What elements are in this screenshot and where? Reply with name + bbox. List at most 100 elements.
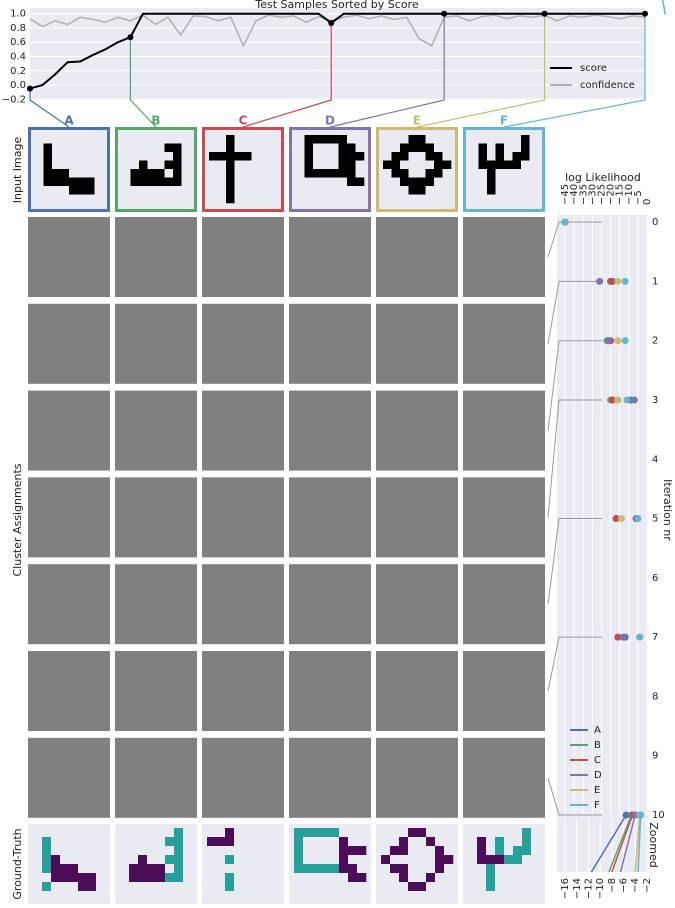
input-pixel [417, 152, 426, 161]
input-pixel [217, 160, 227, 170]
truth-pixel [33, 891, 43, 901]
input-pixel [487, 194, 496, 204]
input-pixel [43, 135, 53, 144]
truth-pixel [33, 873, 43, 883]
input-pixel [226, 169, 235, 178]
cluster-panel [115, 737, 197, 818]
zoom-tick-label: −16 [560, 878, 571, 899]
truth-pixel [381, 882, 391, 892]
truth-pixel [531, 846, 541, 856]
input-pixel [296, 135, 305, 144]
truth-pixel [417, 864, 427, 874]
input-pixel [122, 135, 131, 144]
truth-pixel [156, 864, 166, 874]
input-pixel [391, 194, 401, 204]
input-pixel [60, 143, 70, 153]
truth-pixel [357, 837, 367, 847]
input-pixel [122, 194, 131, 204]
truth-pixel [33, 864, 43, 874]
input-pixel [504, 194, 513, 204]
cluster-panel [376, 651, 458, 731]
point [622, 811, 630, 819]
input-pixel [338, 160, 348, 170]
input-pixel [521, 177, 530, 187]
input-pixel [521, 152, 530, 161]
truth-pixel [513, 846, 523, 856]
legend-label: C [594, 755, 601, 766]
highlight-marker [541, 10, 548, 17]
truth-pixel [399, 882, 409, 892]
truth-pixel [303, 873, 313, 883]
input-pixel [408, 177, 418, 187]
truth-pixel [435, 846, 445, 856]
input-pixel [130, 160, 140, 170]
truth-pixel [294, 837, 304, 847]
truth-pixel [96, 846, 106, 856]
truth-pixel [87, 864, 97, 874]
input-pixel [251, 135, 261, 144]
input-pixel [487, 160, 496, 170]
input-pixel [156, 194, 165, 204]
truth-pixel [165, 828, 175, 838]
truth-pixel [261, 828, 271, 838]
truth-pixel [321, 846, 331, 856]
input-pixel [383, 160, 392, 170]
truth-pixel [174, 882, 184, 892]
truth-pixel [225, 882, 235, 892]
input-pixel [130, 186, 140, 195]
input-pixel [355, 194, 365, 204]
input-pixel [130, 135, 140, 144]
truth-pixel [69, 864, 79, 874]
input-pixel [69, 135, 78, 144]
truth-pixel [444, 855, 454, 865]
input-pixel [425, 152, 435, 161]
truth-pixel [174, 855, 184, 865]
input-pixel [296, 194, 305, 204]
truth-pixel [495, 855, 505, 865]
cluster-panel [115, 217, 197, 297]
truth-pixel [207, 837, 217, 847]
input-pixel [43, 152, 53, 161]
input-pixel [478, 169, 488, 178]
truth-pixel [435, 891, 445, 901]
input-pixel [181, 160, 191, 170]
input-pixel [347, 177, 356, 187]
input-pixel [226, 152, 235, 161]
input-pixel [94, 186, 104, 195]
input-pixel [164, 152, 174, 161]
input-pixel [181, 143, 191, 153]
input-pixel [304, 143, 314, 153]
input-pixel [226, 135, 235, 144]
input-pixel [408, 169, 418, 178]
truth-pixel [426, 882, 436, 892]
y-tick-label: 6 [652, 573, 658, 584]
cluster-panel [289, 651, 371, 731]
truth-pixel [468, 855, 478, 865]
truth-pixel [303, 828, 313, 838]
input-pixel [52, 186, 61, 195]
input-pixel [77, 143, 87, 153]
input-pixel [251, 194, 261, 204]
input-pixel [181, 177, 191, 187]
truth-pixel [312, 882, 322, 892]
truth-pixel [321, 855, 331, 865]
chart-title: Test Samples Sorted by Score [254, 0, 418, 11]
cluster-panel [463, 390, 545, 471]
point [619, 633, 627, 641]
truth-pixel [522, 882, 532, 892]
y-tick-label: −0.2 [2, 94, 26, 105]
input-pixel [234, 160, 244, 170]
highlight-marker [441, 10, 448, 17]
highlight-marker [328, 19, 335, 26]
truth-pixel [243, 837, 253, 847]
input-pixel [383, 152, 392, 161]
y-tick-label: 0.8 [10, 23, 26, 34]
input-pixel [268, 152, 278, 161]
zoom-tick-label: −14 [572, 878, 583, 899]
input-pixel [313, 143, 322, 153]
input-pixel [147, 194, 157, 204]
truth-pixel [60, 846, 70, 856]
truth-pixel [294, 882, 304, 892]
truth-pixel [531, 891, 541, 901]
input-pixel [383, 186, 392, 195]
